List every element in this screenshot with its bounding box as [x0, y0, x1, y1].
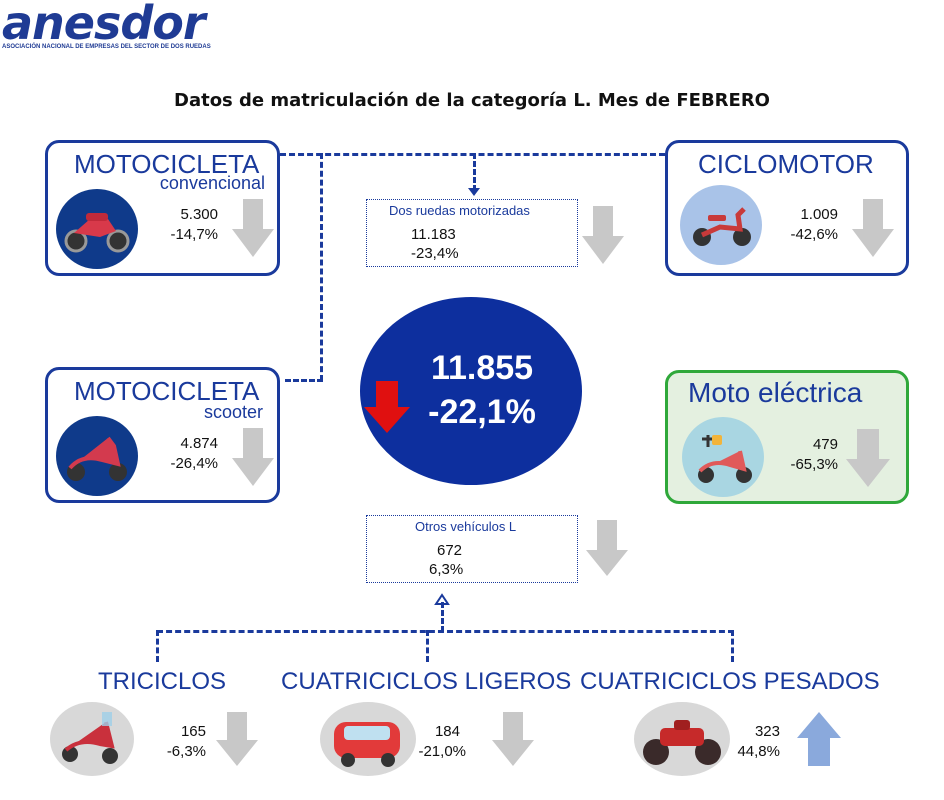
arrow-down-icon	[582, 206, 624, 264]
quad-icon	[634, 702, 730, 776]
connector-to-others	[441, 602, 444, 632]
cuatriciclos-ligeros-title: CUATRICICLOS LIGEROS	[281, 668, 572, 695]
card-motocicleta-convencional: MOTOCICLETA convencional 5.300 -14,7%	[45, 140, 280, 276]
arrow-down-icon	[232, 199, 274, 257]
change: -42,6%	[790, 226, 838, 243]
connector-left-vertical	[320, 153, 323, 381]
value: 1.009	[800, 206, 838, 223]
total-circle: 11.855 -22,1%	[360, 297, 582, 485]
motorcycle-icon	[56, 189, 138, 269]
moped-icon	[680, 185, 762, 265]
value: 4.874	[180, 435, 218, 452]
card-ciclomotor: CICLOMOTOR 1.009 -42,6%	[665, 140, 909, 276]
arrow-down-icon	[852, 199, 894, 257]
change: -65,3%	[790, 456, 838, 473]
connector-triciclos	[156, 630, 159, 662]
tricycle-icon	[50, 702, 134, 776]
value: 479	[812, 436, 838, 453]
others-box: Otros vehículos L 672 6,3%	[366, 515, 578, 583]
page-title: Datos de matriculación de la categoría L…	[174, 90, 770, 111]
triciclos-title: TRICICLOS	[98, 668, 227, 695]
others-change: 6,3%	[429, 561, 464, 578]
two-wheels-value: 11.183	[411, 226, 456, 243]
total-change: -22,1%	[428, 393, 536, 431]
microcar-icon	[320, 702, 416, 776]
two-wheels-label: Dos ruedas motorizadas	[389, 203, 530, 218]
cuatriciclos-ligeros-value: 184	[434, 723, 460, 740]
card-subtitle: convencional	[159, 173, 265, 193]
value: 5.300	[180, 206, 218, 223]
two-wheels-change: -23,4%	[411, 245, 459, 262]
anesdor-logo: anesdor	[2, 0, 206, 50]
others-label: Otros vehículos L	[415, 519, 517, 534]
cuatriciclos-pesados-change: 44,8%	[737, 743, 780, 760]
change: -14,7%	[170, 226, 218, 243]
card-motocicleta-scooter: MOTOCICLETA scooter 4.874 -26,4%	[45, 367, 280, 503]
electric-scooter-icon	[682, 417, 764, 497]
connector-bottom	[157, 630, 734, 633]
card-moto-electrica: Moto eléctrica 479 -65,3%	[665, 370, 909, 504]
total-value: 11.855	[430, 349, 534, 387]
connector-top	[280, 153, 665, 156]
arrowhead-up-icon	[434, 593, 450, 605]
logo-subtitle: ASOCIACIÓN NACIONAL DE EMPRESAS DEL SECT…	[2, 44, 211, 50]
arrow-down-icon	[586, 520, 628, 576]
arrow-down-icon	[846, 429, 890, 487]
card-subtitle: scooter	[203, 402, 263, 422]
card-title: MOTOCICLETA	[74, 376, 260, 406]
arrow-up-icon	[797, 712, 841, 766]
card-title: MOTOCICLETA	[74, 149, 260, 179]
card-title: Moto eléctrica	[688, 377, 863, 408]
two-wheels-box: Dos ruedas motorizadas 11.183 -23,4%	[366, 199, 578, 267]
others-value: 672	[437, 542, 463, 559]
scooter-icon	[56, 416, 138, 496]
triciclos-value: 165	[180, 723, 206, 740]
connector-pesados	[731, 630, 734, 662]
arrow-down-icon	[492, 712, 534, 766]
triciclos-change: -6,3%	[166, 743, 206, 760]
arrow-down-icon	[216, 712, 258, 766]
arrow-down-icon	[232, 428, 274, 486]
cuatriciclos-pesados-value: 323	[754, 723, 780, 740]
cuatriciclos-ligeros-change: -21,0%	[418, 743, 466, 760]
connector-ligeros	[426, 630, 429, 662]
card-title: CICLOMOTOR	[698, 149, 874, 179]
arrow-down-red-icon	[364, 381, 410, 433]
cuatriciclos-pesados-title: CUATRICICLOS PESADOS	[580, 668, 880, 695]
change: -26,4%	[170, 455, 218, 472]
connector-to-two-wheels	[473, 153, 476, 191]
arrowhead-down-icon	[468, 188, 480, 196]
connector-scooter	[285, 379, 323, 382]
